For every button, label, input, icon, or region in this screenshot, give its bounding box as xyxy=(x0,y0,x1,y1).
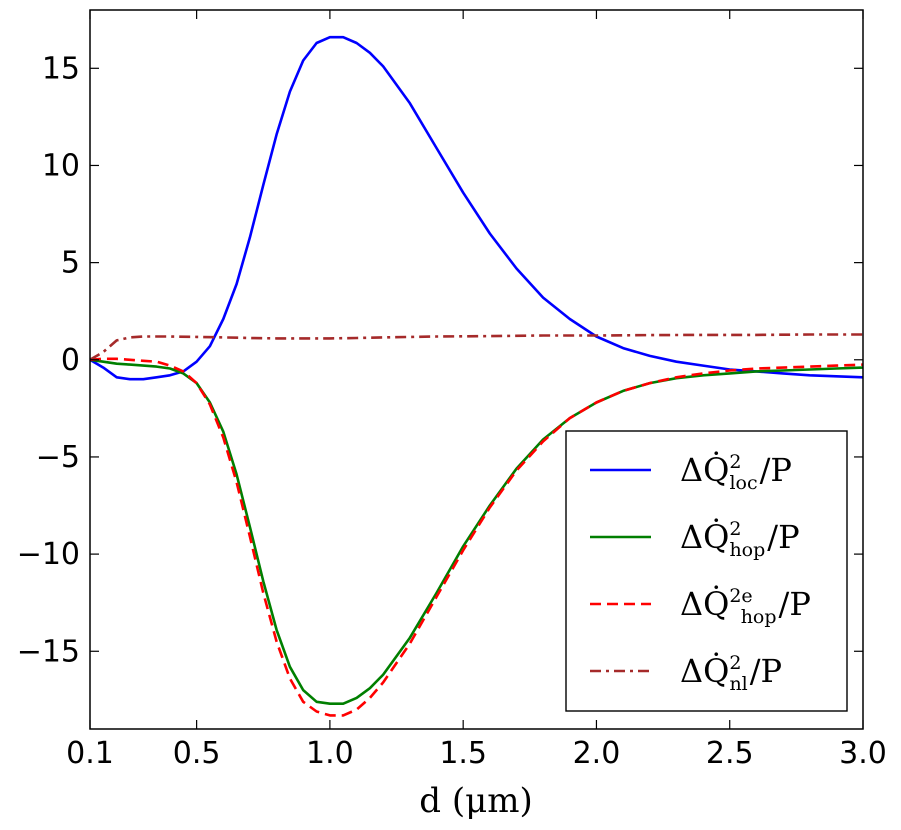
x-tick-label: 3.0 xyxy=(839,736,887,771)
y-tick-label: −5 xyxy=(36,440,80,475)
y-tick-label: 5 xyxy=(61,246,80,281)
y-tick-label: −10 xyxy=(17,537,80,572)
y-tick-label: 10 xyxy=(42,148,80,183)
x-axis-label: d (μm) xyxy=(419,781,532,821)
tick-layer: 0.1 0.5 1.0 1.5 2.0 2.5 3.0 15 10 5 0 −5 −10 −15 xyxy=(17,10,887,771)
x-tick-label: 0.5 xyxy=(173,736,221,771)
legend-label-1: ΔQ̇2 hop/P xyxy=(680,518,800,561)
y-tick-label: 15 xyxy=(42,51,80,86)
series-line-3 xyxy=(89,333,863,361)
legend-label-2: ΔQ̇2e hop/P xyxy=(680,585,811,628)
plot-area-frame xyxy=(89,9,864,730)
legend-label-3: ΔQ̇2 nl/P xyxy=(680,652,782,695)
series-line-2 xyxy=(89,357,864,717)
y-tick-label: 0 xyxy=(61,343,80,378)
y-tick-label: −15 xyxy=(17,634,80,669)
x-tick-label: 1.0 xyxy=(306,736,354,771)
x-tick-label: 2.5 xyxy=(706,736,754,771)
x-tick-label: 1.5 xyxy=(439,736,487,771)
legend-box xyxy=(565,430,848,712)
series-line-0 xyxy=(89,35,864,381)
legend: ΔQ̇2 loc/P ΔQ̇2 hop/P ΔQ̇2e hop/P ΔQ̇2 nl/P xyxy=(565,430,848,712)
x-tick-label: 0.1 xyxy=(66,736,114,771)
series-layer xyxy=(89,35,864,717)
x-tick-label: 2.0 xyxy=(573,736,621,771)
legend-label-0: ΔQ̇2 loc/P xyxy=(680,451,792,494)
